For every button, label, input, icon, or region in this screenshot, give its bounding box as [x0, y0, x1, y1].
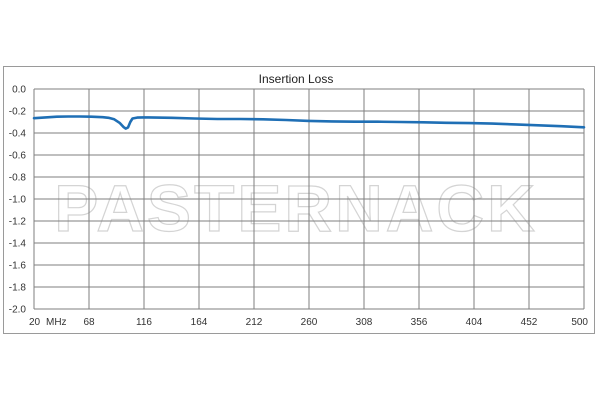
y-tick-label: -1.6: [9, 261, 27, 272]
y-tick-label: -1.8: [9, 283, 27, 294]
x-tick-label: 212: [246, 317, 263, 328]
chart-title: Insertion Loss: [259, 72, 334, 86]
x-tick-labels: 20 MHz 68 116 164 212 260 308 356 404 452 500: [29, 317, 588, 328]
grid: [33, 88, 585, 310]
y-tick-label: -2.0: [9, 305, 27, 316]
watermark-logo: PASTERNACK: [54, 171, 537, 245]
y-tick-label: -1.0: [9, 195, 27, 206]
x-unit-label: MHz: [46, 317, 67, 328]
y-tick-label: -0.4: [9, 129, 27, 140]
y-tick-label: -0.2: [9, 107, 27, 118]
x-tick-label: 260: [301, 317, 318, 328]
x-tick-label: 164: [191, 317, 208, 328]
y-tick-label: -1.2: [9, 217, 27, 228]
chart-frame: PASTERNACK Insertion Loss 0.0 -0.2 -0.4 -0.…: [3, 66, 595, 334]
chart-svg: PASTERNACK Insertion Loss 0.0 -0.2 -0.4 -0.…: [9, 72, 589, 328]
x-tick-label: 452: [521, 317, 538, 328]
y-tick-label: 0.0: [12, 85, 26, 96]
x-tick-label: 68: [83, 317, 95, 328]
x-tick-label: 404: [466, 317, 483, 328]
y-tick-labels: 0.0 -0.2 -0.4 -0.6 -0.8 -1.0 -1.2 -1.4 -1.6 -1.8 -…: [9, 85, 27, 316]
x-tick-label: 500: [571, 317, 588, 328]
y-tick-label: -1.4: [9, 239, 27, 250]
y-tick-label: -0.8: [9, 173, 27, 184]
series-line: [32, 115, 586, 130]
x-tick-label: 116: [136, 317, 152, 328]
x-tick-label: 20: [29, 317, 41, 328]
y-tick-label: -0.6: [9, 151, 27, 162]
x-tick-label: 356: [411, 317, 428, 328]
x-tick-label: 308: [356, 317, 373, 328]
series-group: [32, 115, 586, 130]
